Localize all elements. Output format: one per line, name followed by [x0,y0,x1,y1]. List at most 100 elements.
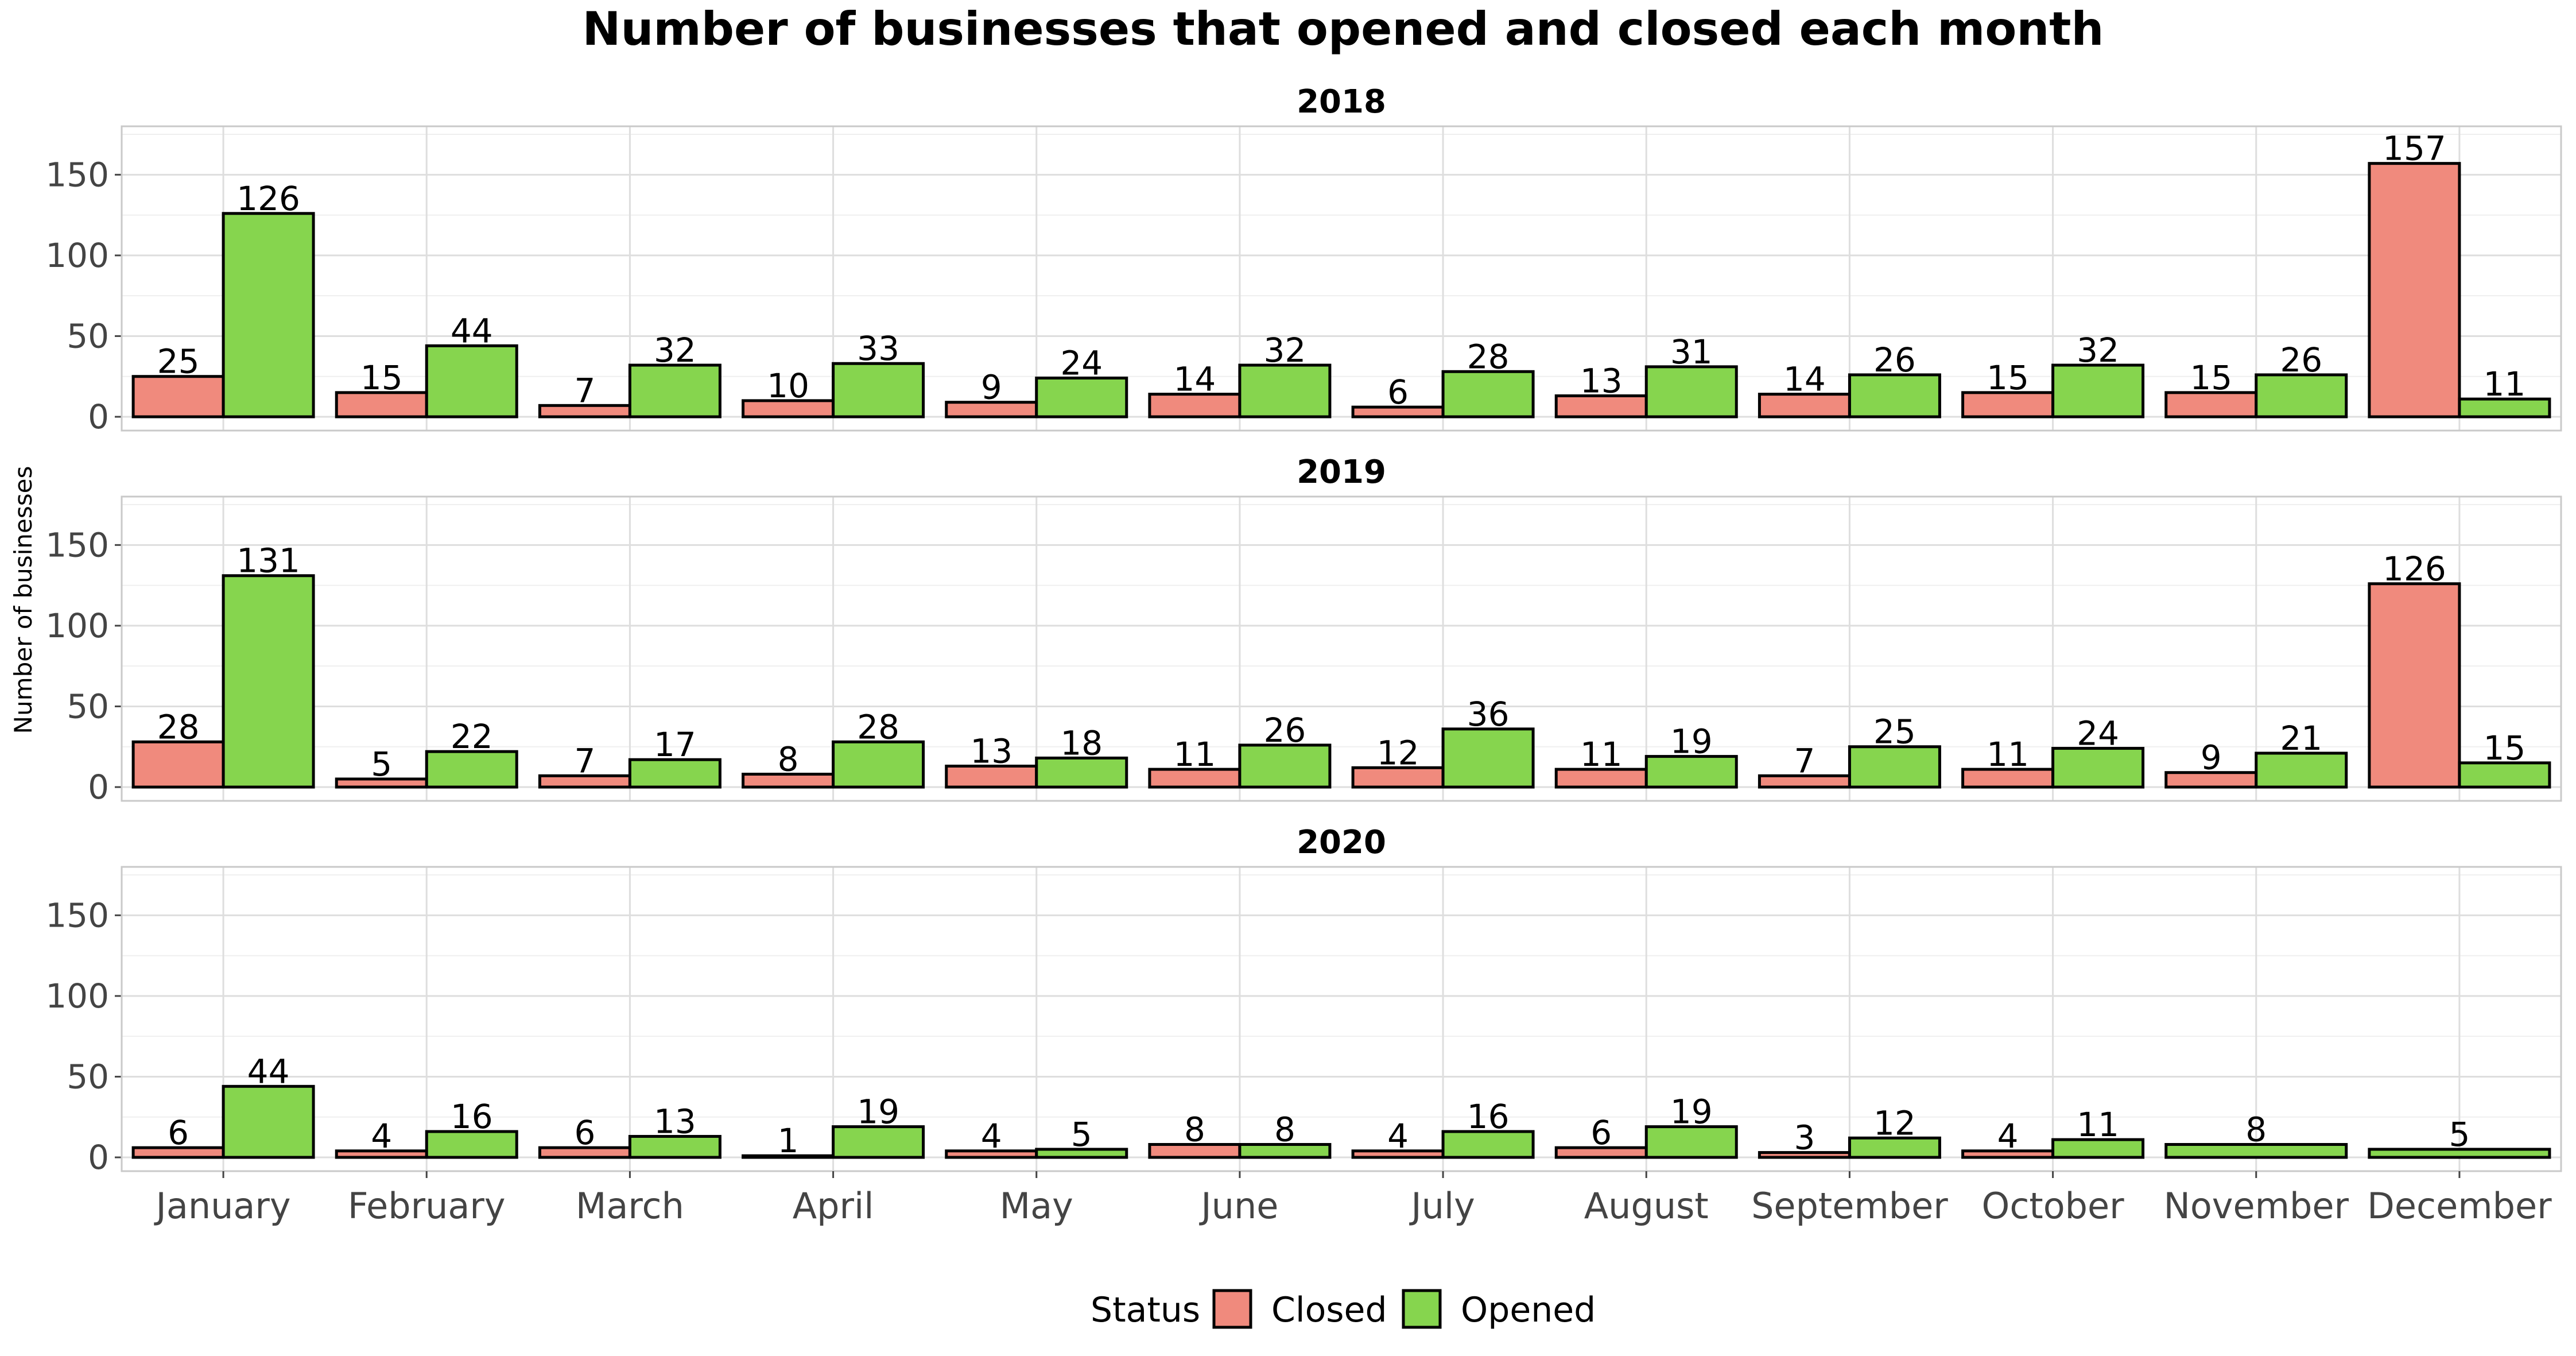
data-label: 8 [778,740,799,779]
data-label: 6 [1387,373,1409,412]
x-tick-label: August [1584,1185,1709,1227]
panel-label: 2020 [1297,824,1386,861]
data-label: 32 [1264,331,1306,370]
bar-opened-march [628,758,721,789]
bar-opened-november [2164,1143,2348,1159]
bar-opened-january [222,1084,315,1159]
data-label: 14 [1174,360,1216,399]
legend-label-opened: Opened [1461,1290,1596,1330]
data-label: 22 [451,717,493,756]
data-label: 126 [2383,549,2446,588]
bar-opened-june [1238,363,1332,419]
bar-opened-may [1035,1148,1128,1159]
data-label: 4 [371,1117,392,1156]
data-label: 16 [1467,1097,1510,1136]
data-label: 13 [654,1102,696,1141]
x-tick-label: November [2163,1185,2349,1227]
bar-opened-october [2051,1138,2145,1159]
bar-opened-august [1644,755,1738,789]
panel-label: 2018 [1297,83,1386,121]
bar-opened-december [2458,397,2551,419]
data-label: 4 [1387,1117,1409,1156]
x-tick-label: October [1982,1185,2125,1227]
x-tick-label: December [2367,1185,2552,1227]
data-label: 28 [1467,337,1510,376]
data-label: 31 [1670,332,1713,371]
data-label: 26 [1264,711,1306,750]
data-label: 28 [857,707,899,746]
bar-opened-february [425,750,518,789]
data-label: 157 [2383,129,2446,168]
data-label: 12 [1873,1103,1916,1142]
bar-closed-february [335,391,428,419]
data-label: 21 [2280,719,2322,758]
data-label: 44 [451,311,493,350]
bar-closed-october [1961,768,2055,789]
x-tick-label: January [154,1185,291,1227]
bar-opened-july [1441,1130,1535,1159]
data-label: 32 [2077,331,2119,370]
x-tick-label: June [1198,1185,1278,1227]
x-tick-label: September [1751,1185,1948,1227]
bar-opened-may [1035,756,1128,789]
data-label: 4 [981,1117,1002,1156]
bar-opened-july [1441,727,1535,789]
data-label: 36 [1467,695,1510,734]
y-tick-label: 100 [45,236,109,275]
panel-2018: 2018 0 50 100 150 25 126 15 44 7 32 10 33 9 24 14 32 6 28 1… [45,83,2562,436]
data-label: 26 [2280,340,2322,379]
y-tick-label: 100 [45,606,109,645]
data-label: 13 [1580,361,1623,400]
data-label: 10 [767,366,809,405]
bar-opened-april [832,1125,925,1159]
data-label: 15 [1987,358,2029,397]
y-tick-label: 0 [88,397,109,436]
data-label: 9 [981,368,1002,407]
bar-opened-december [2368,1148,2551,1159]
data-label: 5 [2449,1115,2470,1154]
data-label: 5 [371,745,392,784]
data-label: 6 [168,1113,189,1152]
x-tick-label: May [1000,1185,1073,1227]
data-label: 11 [2077,1105,2119,1144]
data-label: 13 [970,731,1012,770]
data-label: 11 [1580,735,1623,774]
y-tick-label: 0 [88,768,109,807]
data-label: 8 [1274,1110,1295,1149]
panel-border [121,866,2562,1172]
data-label: 26 [1873,340,1916,379]
bar-opened-february [425,1130,518,1159]
data-label: 5 [1071,1115,1092,1154]
bar-opened-november [2255,751,2348,789]
data-label: 17 [654,725,696,764]
data-label: 24 [2077,714,2119,753]
y-tick-label: 50 [67,687,109,726]
bar-opened-april [832,740,925,789]
data-label: 11 [1987,735,2029,774]
x-tick-label: July [1409,1185,1475,1227]
data-label: 16 [451,1097,493,1136]
y-tick-label: 0 [88,1138,109,1177]
chart-title: Number of businesses that opened and clo… [582,2,2104,56]
data-label: 15 [2484,729,2526,768]
bar-opened-june [1238,1143,1332,1159]
x-tick-label: April [793,1185,874,1227]
data-label: 6 [1590,1113,1612,1152]
y-tick-label: 100 [45,977,109,1016]
data-label: 32 [654,331,696,370]
bar-closed-january [131,375,225,419]
bar-opened-march [628,1134,721,1159]
bar-closed-september [1758,393,1851,419]
bar-opened-september [1848,373,1941,419]
data-label: 131 [236,541,300,580]
data-label: 15 [2190,358,2232,397]
legend-key-opened [1402,1289,1442,1329]
bar-opened-june [1238,743,1332,789]
data-label: 19 [857,1092,899,1132]
data-label: 7 [1794,741,1815,780]
y-tick-label: 150 [45,896,109,935]
data-label: 25 [157,342,200,381]
